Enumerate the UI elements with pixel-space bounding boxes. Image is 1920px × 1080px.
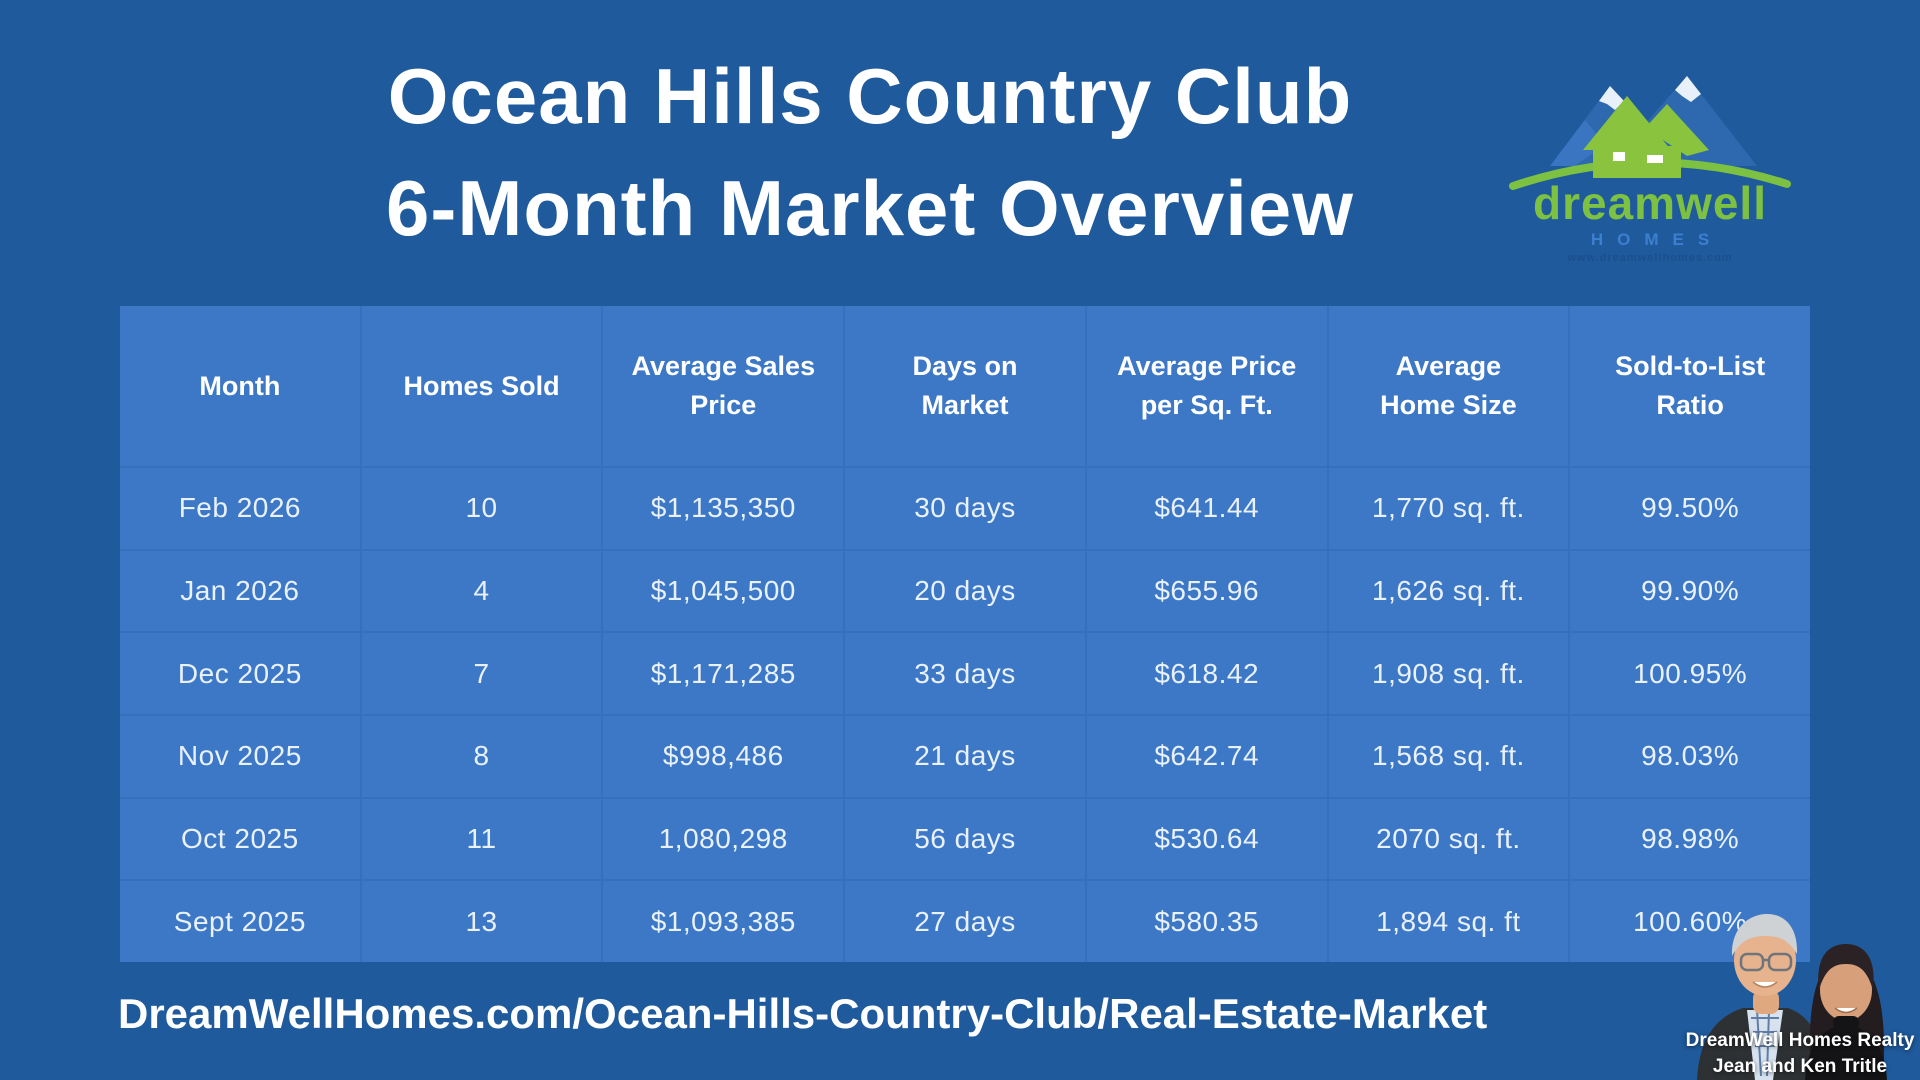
- table-cell-avg-home-size: 1,626 sq. ft.: [1328, 550, 1569, 632]
- table-cell-days-on-market: 21 days: [845, 715, 1085, 797]
- table-cell-avg-price-sqft: $655.96: [1086, 550, 1327, 632]
- photo-caption-line1: DreamWell Homes Realty: [1685, 1030, 1915, 1051]
- table-cell-homes-sold: 10: [361, 468, 602, 549]
- photo-caption: DreamWell Homes Realty Jean and Ken Trit…: [1680, 1028, 1920, 1080]
- table-cell-homes-sold: 13: [361, 881, 602, 962]
- table-cell-homes-sold: 11: [361, 798, 602, 880]
- column-header: Average Home Size: [1328, 306, 1569, 466]
- table-cell-avg-sales-price: $1,171,285: [603, 633, 844, 714]
- table-cell-month: Dec 2025: [120, 633, 360, 714]
- logo-brand-text: dreamwell: [1533, 177, 1767, 229]
- table-cell-days-on-market: 56 days: [845, 798, 1085, 880]
- table-cell-avg-price-sqft: $642.74: [1086, 715, 1327, 797]
- table-cell-month: Sept 2025: [120, 881, 360, 962]
- table-cell-avg-home-size: 1,908 sq. ft.: [1328, 633, 1569, 714]
- page-title-line2: 6-Month Market Overview: [386, 164, 1354, 252]
- table-cell-avg-home-size: 2070 sq. ft.: [1328, 798, 1569, 880]
- column-header: Sold-to-List Ratio: [1570, 306, 1810, 466]
- table-cell-month: Jan 2026: [120, 550, 360, 632]
- table-cell-avg-price-sqft: $530.64: [1086, 798, 1327, 880]
- table-cell-avg-home-size: 1,568 sq. ft.: [1328, 715, 1569, 797]
- column-header: Average Sales Price: [603, 306, 844, 466]
- table-cell-avg-home-size: 1,894 sq. ft: [1328, 881, 1569, 962]
- logo-house-mountains-icon: [1509, 76, 1791, 190]
- table-cell-sold-to-list: 98.03%: [1570, 715, 1810, 797]
- table-cell-month: Oct 2025: [120, 798, 360, 880]
- logo-tagline: www.dreamwellhomes.com: [1567, 252, 1733, 264]
- table-cell-sold-to-list: 99.90%: [1570, 550, 1810, 632]
- table-cell-days-on-market: 33 days: [845, 633, 1085, 714]
- table-cell-days-on-market: 30 days: [845, 468, 1085, 549]
- table-cell-homes-sold: 4: [361, 550, 602, 632]
- page-title: Ocean Hills Country Club 6-Month Market …: [170, 40, 1570, 264]
- table-cell-sold-to-list: 100.95%: [1570, 633, 1810, 714]
- dreamwell-logo: dreamwell HOMES www.dreamwellhomes.com: [1495, 58, 1805, 268]
- table-cell-avg-sales-price: $1,093,385: [603, 881, 844, 962]
- table-cell-sold-to-list: 98.98%: [1570, 798, 1810, 880]
- table-cell-sold-to-list: 99.50%: [1570, 468, 1810, 549]
- table-cell-month: Nov 2025: [120, 715, 360, 797]
- realtor-couple-icon: [1697, 914, 1887, 1080]
- table-cell-avg-price-sqft: $618.42: [1086, 633, 1327, 714]
- table-cell-avg-price-sqft: $580.35: [1086, 881, 1327, 962]
- realtor-photo: [1693, 898, 1920, 1080]
- table-cell-month: Feb 2026: [120, 468, 360, 549]
- table-cell-homes-sold: 8: [361, 715, 602, 797]
- table-cell-avg-sales-price: 1,080,298: [603, 798, 844, 880]
- table-cell-days-on-market: 20 days: [845, 550, 1085, 632]
- column-header: Homes Sold: [361, 306, 602, 466]
- logo-sub-text: HOMES: [1590, 230, 1724, 249]
- table-cell-homes-sold: 7: [361, 633, 602, 714]
- market-table: Month Homes Sold Average Sales Price Days o…: [120, 306, 1810, 962]
- table-cell-avg-sales-price: $1,045,500: [603, 550, 844, 632]
- footer-url-link[interactable]: DreamWellHomes.com/Ocean-Hills-Country-C…: [118, 990, 1488, 1037]
- table-cell-days-on-market: 27 days: [845, 881, 1085, 962]
- column-header: Days on Market: [845, 306, 1085, 466]
- column-header: Month: [120, 306, 360, 466]
- table-cell-avg-sales-price: $998,486: [603, 715, 844, 797]
- page-title-line1: Ocean Hills Country Club: [387, 52, 1353, 140]
- column-header: Average Price per Sq. Ft.: [1086, 306, 1327, 466]
- table-cell-avg-price-sqft: $641.44: [1086, 468, 1327, 549]
- table-cell-avg-home-size: 1,770 sq. ft.: [1328, 468, 1569, 549]
- table-cell-avg-sales-price: $1,135,350: [603, 468, 844, 549]
- photo-caption-line2: Jean and Ken Tritle: [1712, 1056, 1888, 1077]
